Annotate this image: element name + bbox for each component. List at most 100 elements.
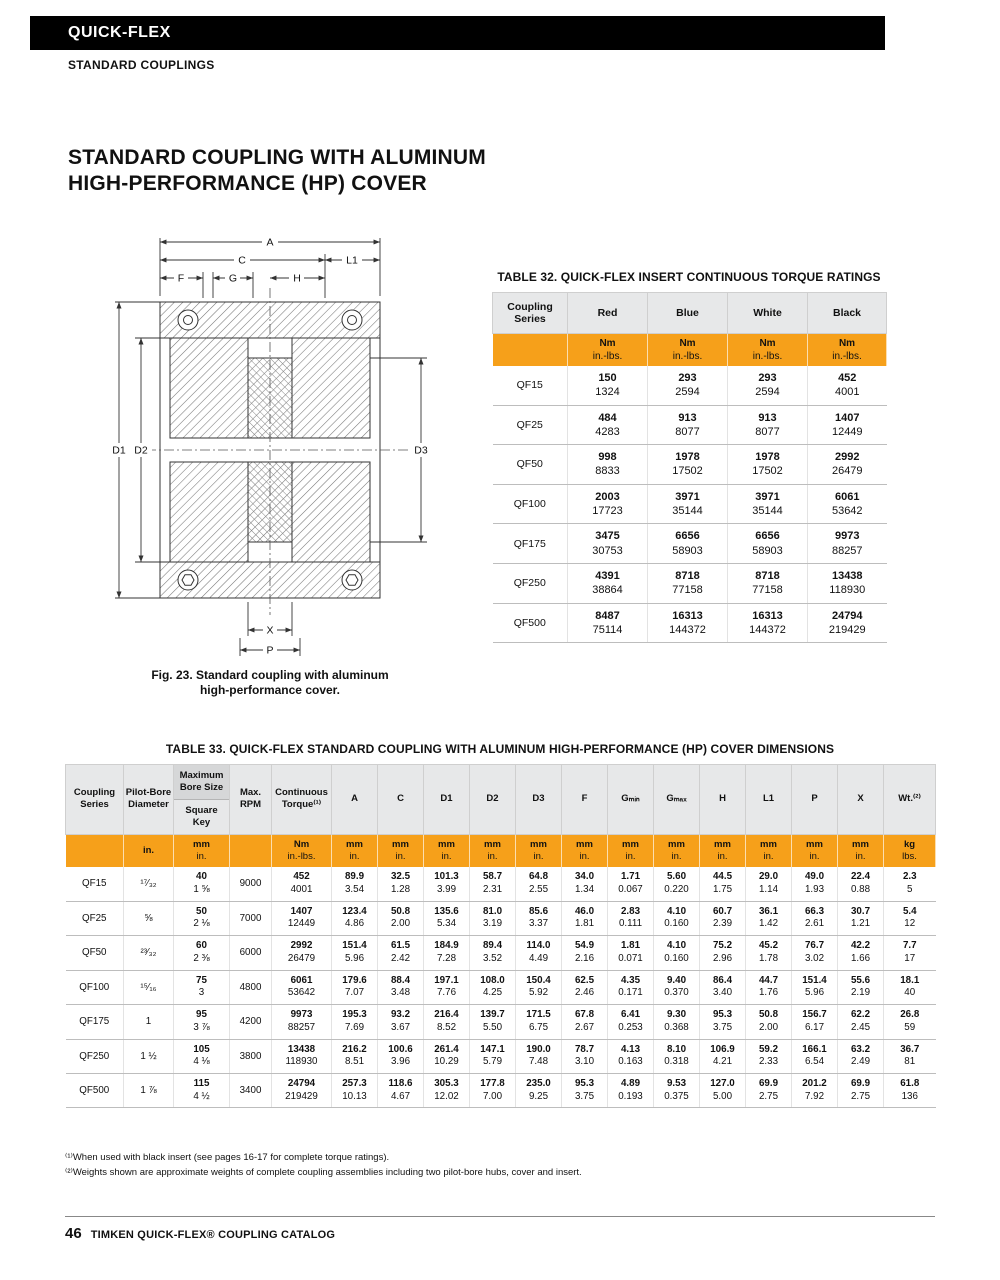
dimension-cell: 179.6 7.07 xyxy=(331,970,378,1006)
dimension-cell: 32.5 1.28 xyxy=(377,867,424,902)
unit-cell: mm in. xyxy=(561,834,608,868)
dim-col-header: P xyxy=(791,764,838,835)
dimension-cell: 1 ½ xyxy=(123,1039,174,1075)
torque-value-cell: 8718 77158 xyxy=(727,563,808,604)
bolt-icon xyxy=(347,315,357,325)
torque-row: QF500 8487 75114 16313 144372 16313 144372 2479… xyxy=(492,603,887,644)
torque-col-header: Red xyxy=(567,292,648,334)
torque-value-cell: 1407 12449 xyxy=(807,405,887,446)
dimension-cell: 139.7 5.50 xyxy=(469,1004,516,1040)
dimension-cell: 9.53 0.375 xyxy=(653,1073,700,1109)
dimension-cell: 452 4001 xyxy=(271,867,332,902)
figure-caption-line2: high-performance cover. xyxy=(199,683,341,697)
dimension-cell: 4.10 0.160 xyxy=(653,935,700,971)
torque-row: QF50 998 8833 1978 17502 1978 17502 2992 26479 xyxy=(492,444,887,485)
dimension-cell: 61.5 2.42 xyxy=(377,935,424,971)
dim-col-header: D3 xyxy=(515,764,562,835)
centerlines xyxy=(110,288,430,615)
dimension-cell: 44.7 1.76 xyxy=(745,970,792,1006)
dimension-cell: 44.5 1.75 xyxy=(699,867,746,902)
dimension-cell: 54.9 2.16 xyxy=(561,935,608,971)
dim-header-row: Coupling Series Pilot-Bore Diameter Maximu… xyxy=(65,764,936,835)
series-cell: QF50 xyxy=(492,444,568,485)
unit-cell: Nm in.-lbs. xyxy=(567,333,648,366)
dimension-cell: 55.6 2.19 xyxy=(837,970,884,1006)
torque-value-cell: 6656 58903 xyxy=(727,523,808,564)
dimension-cell: 4.89 0.193 xyxy=(607,1073,654,1109)
dimension-cell: 89.4 3.52 xyxy=(469,935,516,971)
dimension-cell: 147.1 5.79 xyxy=(469,1039,516,1075)
torque-col-header: Blue xyxy=(647,292,728,334)
torque-value-cell: 24794 219429 xyxy=(807,603,887,644)
dim-col-header: Coupling Series xyxy=(65,764,124,835)
torque-row: QF25 484 4283 913 8077 913 8077 1407 12449 xyxy=(492,405,887,446)
dimension-cell: 93.2 3.67 xyxy=(377,1004,424,1040)
dimension-cell: 7.7 17 xyxy=(883,935,936,971)
dimension-cell: 49.0 1.93 xyxy=(791,867,838,902)
dimension-cell: 81.0 3.19 xyxy=(469,901,516,937)
series-cell: QF15 xyxy=(492,366,568,406)
dimension-cell: QF100 xyxy=(65,970,124,1006)
dimension-cell: ²³⁄₃₂ xyxy=(123,935,174,971)
dimension-cell: 63.2 2.49 xyxy=(837,1039,884,1075)
torque-value-cell: 6656 58903 xyxy=(647,523,728,564)
dimension-row: QF500 1 ⅞ 115 4 ½ 3400 24794 219429 257.3 10.13 1… xyxy=(65,1073,936,1109)
torque-value-cell: 293 2594 xyxy=(727,366,808,406)
dimension-cell: 105 4 ⅛ xyxy=(173,1039,230,1075)
torque-col-header: White xyxy=(727,292,808,334)
dim-label-g: G xyxy=(229,273,237,285)
dimension-cell: QF500 xyxy=(65,1073,124,1109)
series-cell: QF250 xyxy=(492,563,568,604)
torque-value-cell: 8718 77158 xyxy=(647,563,728,604)
torque-value-cell: 16313 144372 xyxy=(727,603,808,644)
coupling-drawing: A C L1 F G H D1 D2 D3 X P xyxy=(108,235,432,657)
dimension-cell: 36.1 1.42 xyxy=(745,901,792,937)
dimension-row: QF50 ²³⁄₃₂ 60 2 ⅜ 6000 2992 26479 151.4 5.96 61.5… xyxy=(65,935,936,971)
torque-col-header: Black xyxy=(807,292,887,334)
dimension-cell: 30.7 1.21 xyxy=(837,901,884,937)
dimension-cell: 50.8 2.00 xyxy=(745,1004,792,1040)
dimension-cell: 156.7 6.17 xyxy=(791,1004,838,1040)
page-title: STANDARD COUPLING WITH ALUMINUM HIGH-PER… xyxy=(68,145,486,197)
dimension-cell: 7000 xyxy=(229,901,272,937)
dimension-cell: 1407 12449 xyxy=(271,901,332,937)
dim-label-f: F xyxy=(178,273,184,285)
dimension-cell: 66.3 2.61 xyxy=(791,901,838,937)
dimension-cell: QF25 xyxy=(65,901,124,937)
dim-col-header: L1 xyxy=(745,764,792,835)
dim-label-h: H xyxy=(293,273,301,285)
dimension-cell: 5.4 12 xyxy=(883,901,936,937)
footnote-1: ⁽¹⁾When used with black insert (see page… xyxy=(65,1152,390,1163)
dimension-cell: 6.41 0.253 xyxy=(607,1004,654,1040)
page-footer: 46 TIMKEN QUICK-FLEX® COUPLING CATALOG xyxy=(65,1216,935,1243)
dimension-cell: QF50 xyxy=(65,935,124,971)
torque-value-cell: 6061 53642 xyxy=(807,484,887,525)
dimension-cell: 3400 xyxy=(229,1073,272,1109)
dimension-cell: 24794 219429 xyxy=(271,1073,332,1109)
unit-cell: mm in. xyxy=(515,834,562,868)
bolt-icon xyxy=(183,315,193,325)
unit-cell: mm in. xyxy=(699,834,746,868)
dimension-cell: 4.35 0.171 xyxy=(607,970,654,1006)
torque-value-cell: 8487 75114 xyxy=(567,603,648,644)
torque-value-cell: 1978 17502 xyxy=(727,444,808,485)
dimension-cell: 2.83 0.111 xyxy=(607,901,654,937)
dimension-cell: 78.7 3.10 xyxy=(561,1039,608,1075)
dimension-cell: 4200 xyxy=(229,1004,272,1040)
dimension-cell: 36.7 81 xyxy=(883,1039,936,1075)
dimension-cell: 118.6 4.67 xyxy=(377,1073,424,1109)
dimension-cell: 1 ⅞ xyxy=(123,1073,174,1109)
dimension-cell: 62.2 2.45 xyxy=(837,1004,884,1040)
dimension-cell: 62.5 2.46 xyxy=(561,970,608,1006)
torque-value-cell: 913 8077 xyxy=(727,405,808,446)
dimension-cell: 106.9 4.21 xyxy=(699,1039,746,1075)
dimension-cell: 151.4 5.96 xyxy=(331,935,378,971)
dimension-cell: 1 xyxy=(123,1004,174,1040)
figure-23: A C L1 F G H D1 D2 D3 X P xyxy=(85,230,455,665)
dimension-cell: 4.13 0.163 xyxy=(607,1039,654,1075)
hex-nut-icon xyxy=(181,574,195,586)
dimension-cell: 184.9 7.28 xyxy=(423,935,470,971)
dimension-cell: 8.10 0.318 xyxy=(653,1039,700,1075)
dimension-cell: 50.8 2.00 xyxy=(377,901,424,937)
dim-col-header: Gₘₐₓ xyxy=(653,764,700,835)
